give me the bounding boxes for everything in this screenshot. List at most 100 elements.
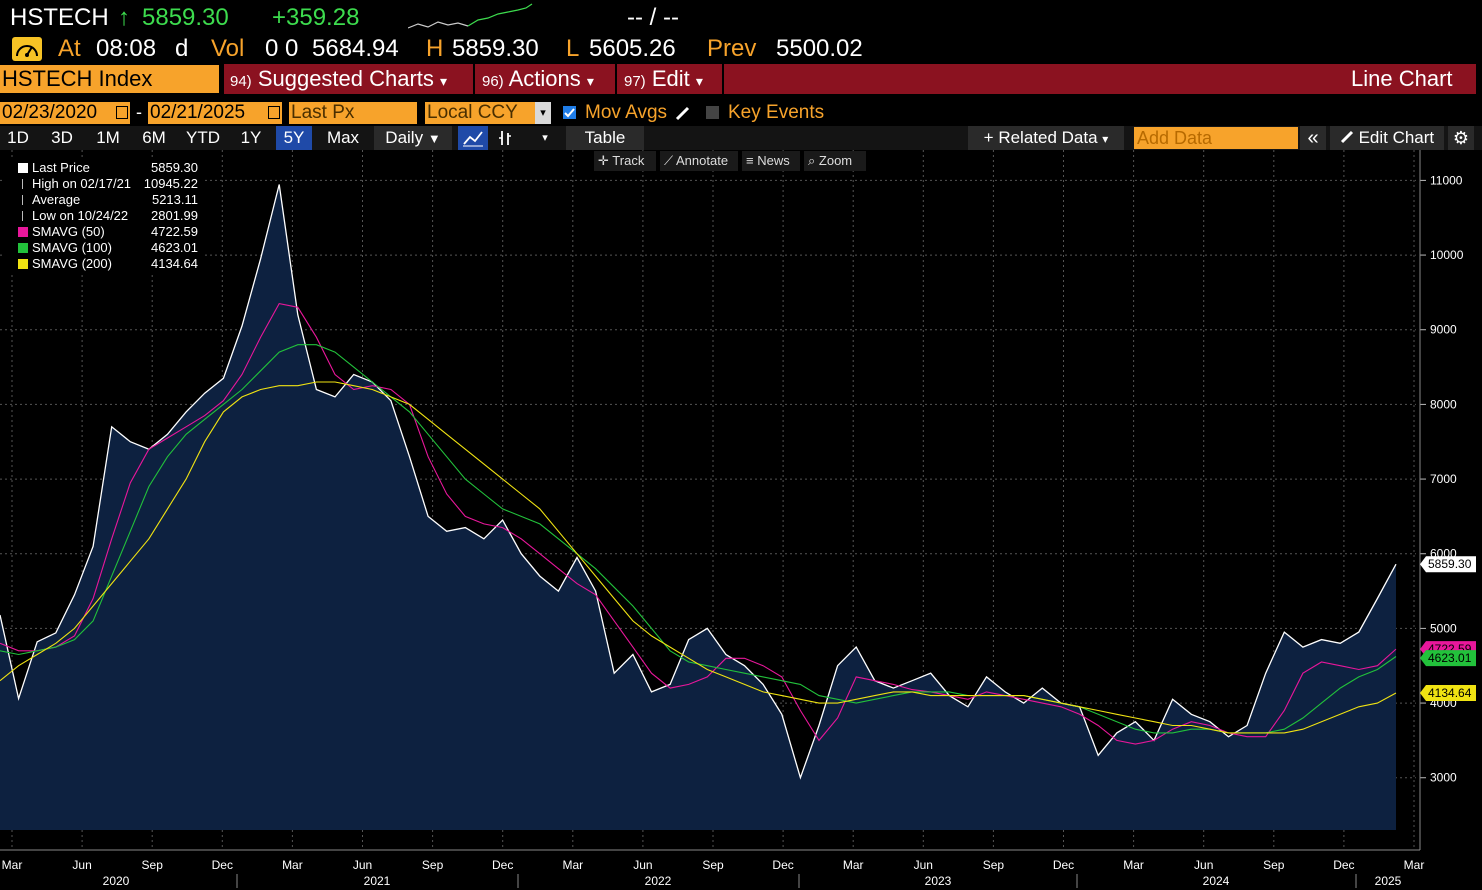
start-date-field[interactable]: 02/23/2020: [0, 102, 130, 124]
price-tag-label: 5859.30: [1428, 557, 1472, 571]
x-tick-label: Jun: [1194, 858, 1213, 872]
legend-label: SMAVG (100): [32, 240, 112, 255]
frequency-value: Daily: [385, 128, 424, 147]
currency-select[interactable]: Local CCY ▾: [425, 102, 551, 124]
x-tick-label: Mar: [843, 858, 864, 872]
bar-chart-icon[interactable]: [492, 126, 518, 150]
x-axis: Mar Jun Sep Dec Mar Jun Sep Dec Mar Jun Sep Dec Mar J…: [0, 849, 1424, 888]
chevron-down-icon: ▾: [586, 73, 594, 89]
range-1y[interactable]: 1Y: [240, 128, 262, 147]
track-label: Track: [612, 153, 645, 168]
range-1d[interactable]: 1D: [7, 128, 29, 147]
plot-area: [0, 184, 1397, 830]
zoom-tool[interactable]: ⌕ Zoom: [804, 151, 866, 171]
frequency-select[interactable]: Daily ▼: [374, 126, 452, 150]
menu-number: 94): [230, 73, 252, 90]
annotate-tool[interactable]: ⟋ Annotate: [660, 151, 738, 171]
crosshair-icon: ✛: [598, 153, 609, 168]
key-events-label[interactable]: Key Events: [728, 102, 825, 123]
chevron-down-icon: ▼: [427, 131, 441, 146]
price-tag: 4623.01: [1420, 650, 1476, 667]
low-label: L: [566, 35, 580, 62]
legend-item[interactable]: SMAVG (50) 4722.59: [4, 224, 204, 240]
x-tick-label: Dec: [1053, 858, 1074, 872]
security-box[interactable]: HSTECH Index: [0, 65, 219, 93]
legend-value: 5859.30: [151, 160, 198, 175]
line-chart-icon[interactable]: [458, 126, 488, 150]
end-date-field[interactable]: 02/21/2025: [148, 102, 282, 124]
x-tick-label: Jun: [633, 858, 652, 872]
vol-values: 0 0: [265, 35, 299, 62]
range-3d[interactable]: 3D: [51, 128, 73, 147]
chevron-down-icon: ▾: [695, 73, 703, 89]
price-tag-label: 4134.64: [1428, 686, 1472, 700]
edit-chart-label: Edit Chart: [1358, 128, 1435, 147]
calendar-icon[interactable]: [116, 106, 128, 119]
field-select[interactable]: Last Px: [289, 102, 417, 124]
add-data-input[interactable]: Add Data: [1134, 127, 1298, 149]
quote-details: At 08:08 d Vol 0 0 5684.94 H 5859.30 L 5…: [0, 34, 1482, 64]
legend-value: 4722.59: [151, 224, 198, 239]
chevron-down-icon: ▾: [440, 73, 448, 89]
key-events-checkbox[interactable]: [706, 106, 719, 119]
open-price: 5684.94: [312, 35, 399, 62]
y-tick-label: 11000: [1430, 173, 1463, 187]
chart-type-label: Line Chart: [1351, 66, 1453, 91]
range-5y[interactable]: 5Y: [276, 126, 312, 150]
menu-label: Edit: [651, 66, 690, 91]
mov-avgs-checkbox[interactable]: [563, 106, 576, 119]
actions-menu[interactable]: 96) Actions ▾: [482, 64, 594, 94]
x-tick-label: Sep: [1263, 858, 1285, 872]
pencil-icon[interactable]: [675, 105, 691, 121]
range-ytd[interactable]: YTD: [186, 128, 220, 147]
edit-menu[interactable]: 97) Edit ▾: [624, 64, 703, 94]
price-tag-box: [1420, 650, 1476, 667]
chart-style-dropdown[interactable]: ▾: [542, 132, 548, 144]
x-tick-label: Dec: [1333, 858, 1354, 872]
bid-ask: -- / --: [627, 4, 679, 31]
x-tick-label: Sep: [702, 858, 724, 872]
collapse-icon[interactable]: «: [1300, 126, 1326, 150]
x-year-label: 2022: [645, 874, 672, 888]
edit-chart-button[interactable]: Edit Chart: [1330, 126, 1444, 150]
related-data-button[interactable]: + Related Data ▾: [968, 126, 1124, 150]
legend-item[interactable]: Last Price 5859.30: [4, 160, 204, 176]
track-tool[interactable]: ✛ Track: [594, 151, 656, 171]
range-max[interactable]: Max: [326, 128, 360, 147]
price-tag: 4134.64: [1420, 685, 1476, 702]
legend-item[interactable]: SMAVG (200) 4134.64: [4, 256, 204, 272]
legend-item[interactable]: SMAVG (100) 4623.01: [4, 240, 204, 256]
start-date-value: 02/23/2020: [2, 102, 98, 123]
news-tool[interactable]: ≡ News: [742, 151, 800, 171]
legend-item[interactable]: High on 02/17/21 10945.22: [4, 176, 204, 192]
news-label: News: [757, 153, 790, 168]
price-area: [0, 184, 1396, 830]
legend-label: SMAVG (200): [32, 256, 112, 271]
add-data-placeholder: Add Data: [1137, 128, 1213, 148]
suggested-charts-menu[interactable]: 94) Suggested Charts ▾: [230, 64, 447, 94]
gear-icon[interactable]: ⚙: [1448, 126, 1474, 150]
low-marker-icon: [22, 211, 29, 221]
menu-number: 97): [624, 73, 646, 90]
range-6m[interactable]: 6M: [142, 128, 166, 147]
prev-price: 5500.02: [776, 35, 863, 62]
news-icon: ≡: [746, 153, 754, 168]
range-1m[interactable]: 1M: [96, 128, 120, 147]
legend-item[interactable]: Low on 10/24/22 2801.99: [4, 208, 204, 224]
x-tick-label: Mar: [562, 858, 583, 872]
x-tick-label: Mar: [2, 858, 23, 872]
chevron-down-icon[interactable]: ▾: [535, 102, 551, 124]
series-line: [0, 381, 1397, 734]
x-tick-label: Jun: [914, 858, 933, 872]
calendar-icon[interactable]: [268, 106, 280, 119]
y-tick-label: 3000: [1430, 771, 1457, 785]
table-button[interactable]: Table: [566, 126, 644, 150]
legend-item[interactable]: Average 5213.11: [4, 192, 204, 208]
mov-avgs-label[interactable]: Mov Avgs: [585, 102, 668, 123]
gauge-icon[interactable]: [12, 37, 42, 61]
menu-label: Suggested Charts: [257, 66, 434, 91]
divider: [473, 64, 475, 94]
legend-value: 2801.99: [151, 208, 198, 223]
